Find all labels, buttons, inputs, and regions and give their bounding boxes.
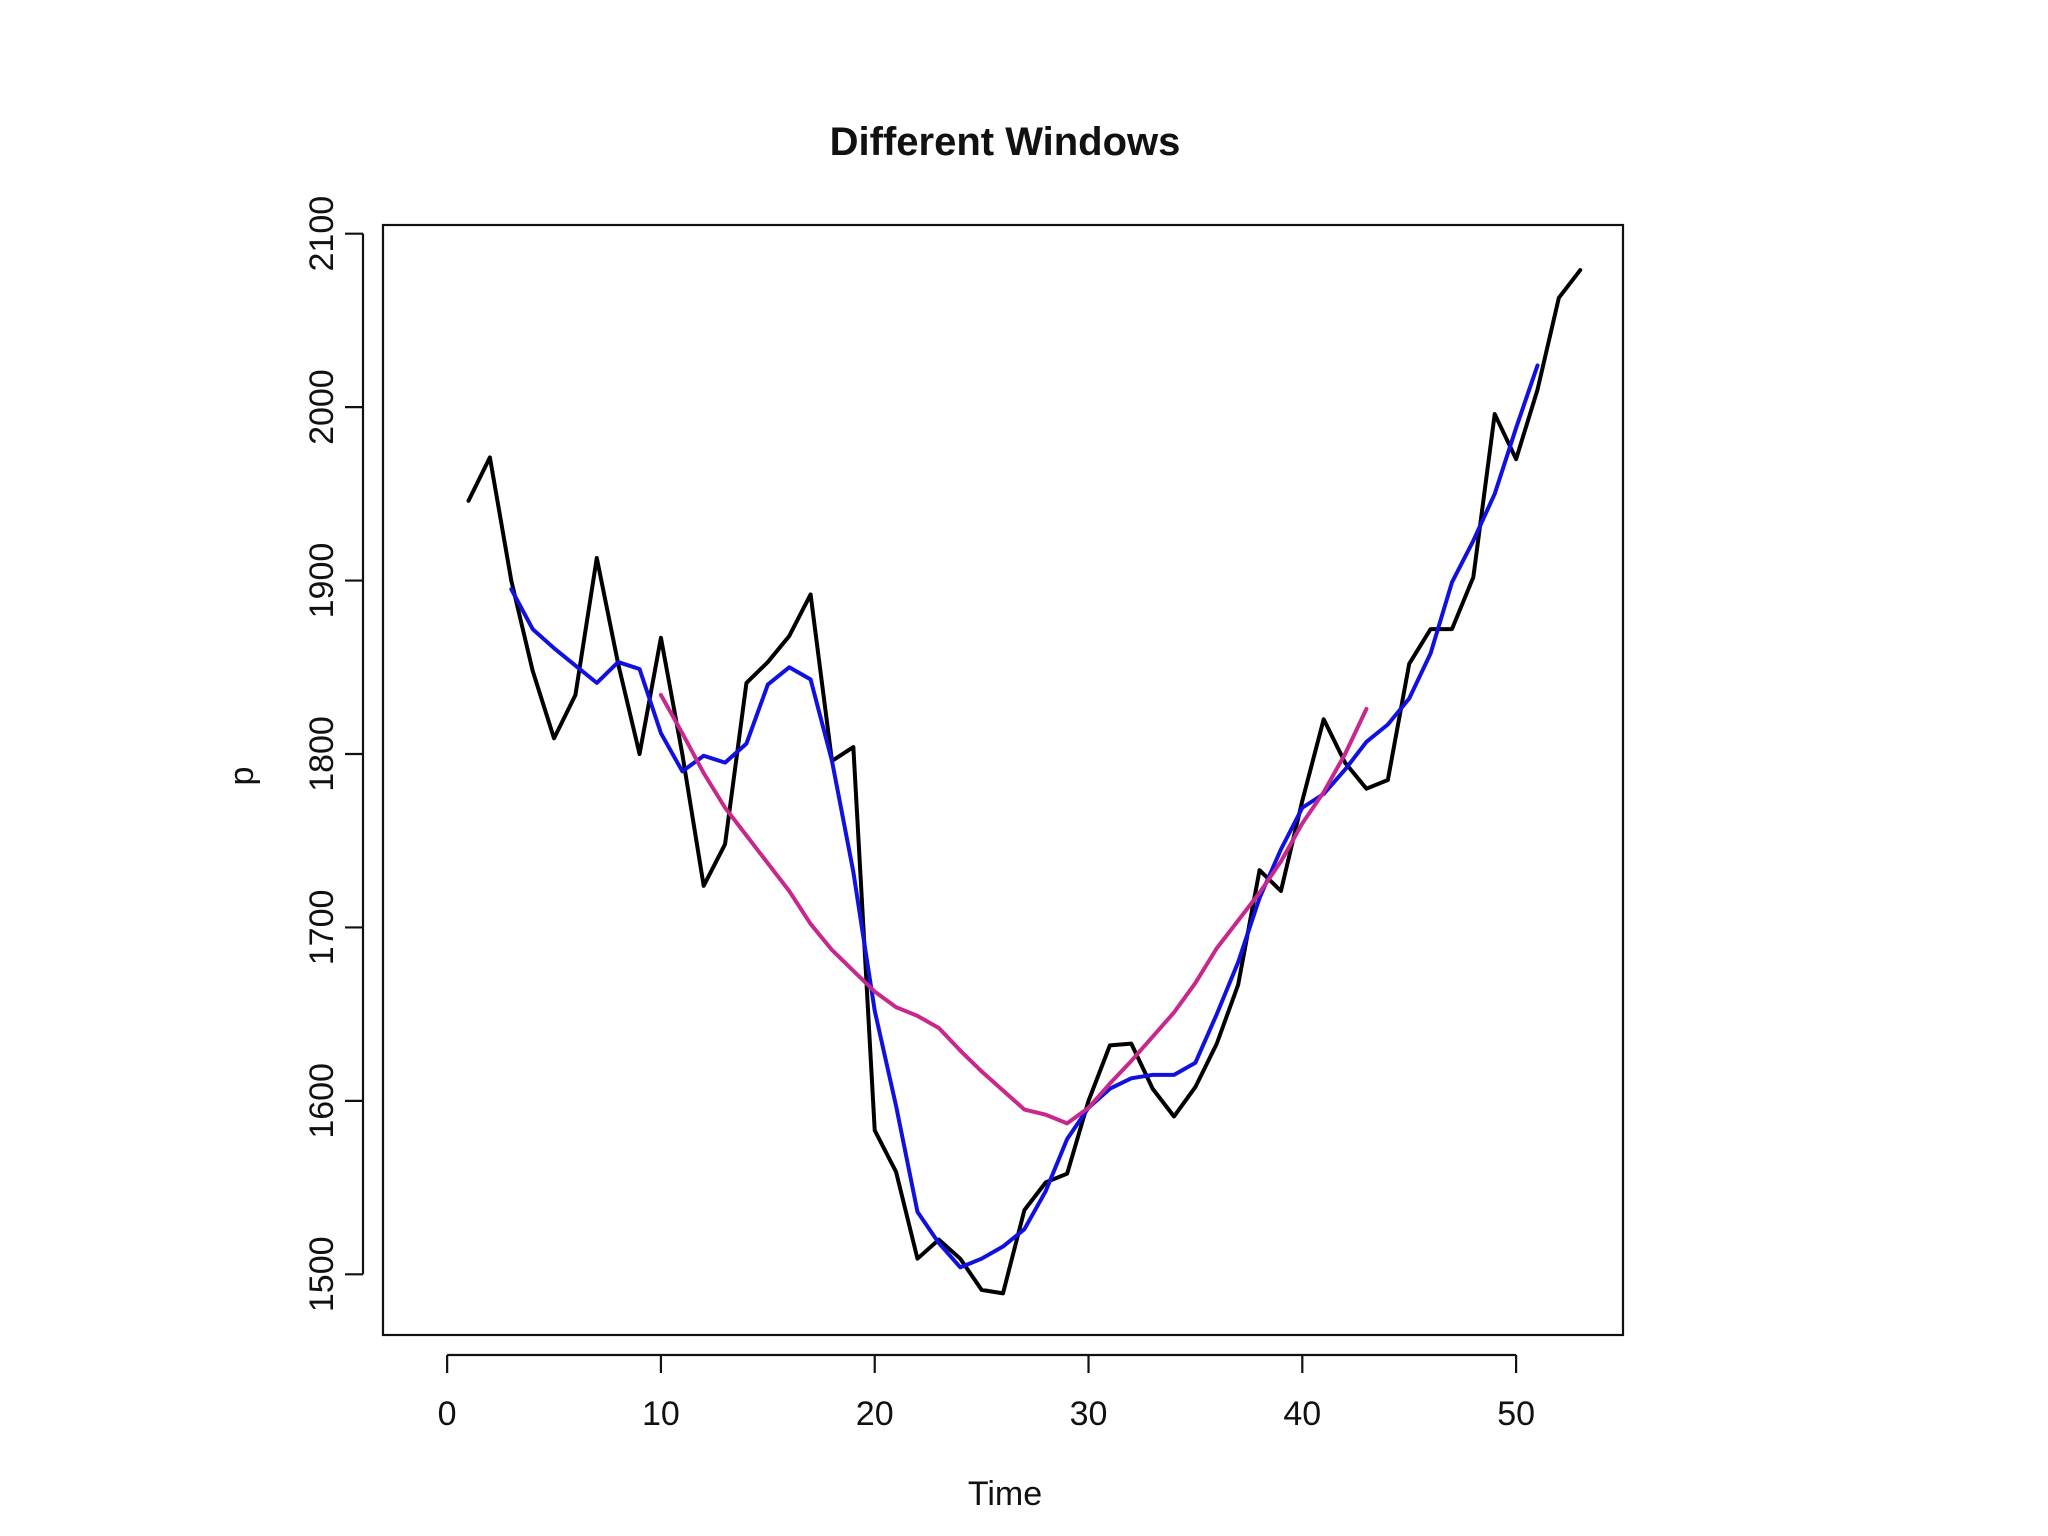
- y-tick-label: 2100: [303, 196, 341, 272]
- y-axis-label: p: [223, 767, 261, 786]
- x-tick-label: 20: [856, 1395, 894, 1433]
- y-tick-label: 1800: [303, 716, 341, 792]
- x-tick-label: 30: [1070, 1395, 1108, 1433]
- series-line-3: [658, 693, 1369, 1126]
- x-axis: 0 10 20 30 40 50: [438, 1353, 1535, 1433]
- y-tick-label: 1600: [303, 1063, 341, 1139]
- x-tick-label: 10: [642, 1395, 680, 1433]
- y-tick-label: 2000: [303, 369, 341, 445]
- series-layer: [466, 268, 1583, 1296]
- x-axis-label: Time: [968, 1475, 1042, 1513]
- x-tick-label: 40: [1283, 1395, 1321, 1433]
- chart-title: Different Windows: [830, 120, 1181, 164]
- y-axis: 1500 1600 1700 1800 1900 2000 2100: [303, 196, 365, 1312]
- y-tick-label: 1900: [303, 543, 341, 619]
- series-line-2: [509, 363, 1540, 1270]
- x-tick-label: 50: [1497, 1395, 1535, 1433]
- y-tick-label: 1500: [303, 1236, 341, 1312]
- plot-frame: [381, 223, 1625, 1337]
- series-line-1: [466, 268, 1583, 1296]
- y-tick-label: 1700: [303, 890, 341, 966]
- x-tick-label: 0: [438, 1395, 457, 1433]
